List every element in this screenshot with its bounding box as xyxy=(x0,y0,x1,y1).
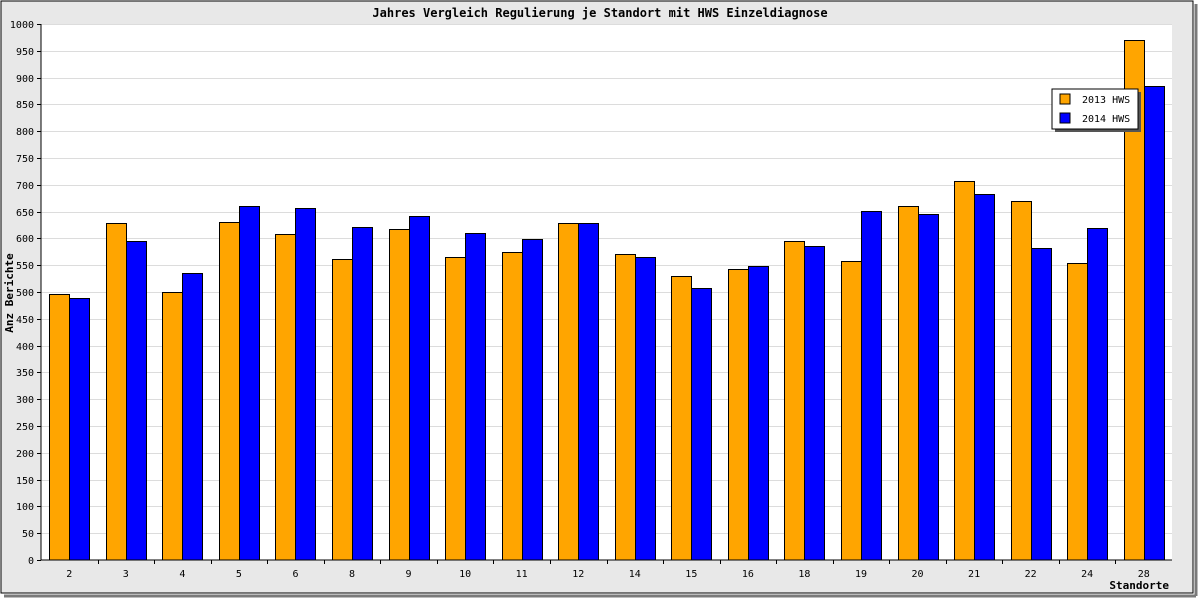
bar-2013-hws-standort-22 xyxy=(1011,201,1032,561)
bar-2013-hws-standort-4 xyxy=(162,292,183,561)
bar-2014-hws-standort-15 xyxy=(691,288,712,561)
y-tick-label: 650 xyxy=(16,208,34,219)
x-tick-label: 16 xyxy=(742,569,754,580)
bar-2014-hws-standort-5 xyxy=(239,206,260,561)
y-tick-label: 100 xyxy=(16,502,34,513)
bar-2014-hws-standort-16 xyxy=(748,266,769,561)
bar-2014-hws-standort-3 xyxy=(126,241,147,561)
bar-2014-hws-standort-22 xyxy=(1031,248,1052,561)
y-tick-label: 750 xyxy=(16,154,34,165)
bar-2014-hws-standort-14 xyxy=(635,257,656,561)
y-tick-label: 800 xyxy=(16,127,34,138)
x-tick-label: 12 xyxy=(572,569,584,580)
y-tick-label: 500 xyxy=(16,288,34,299)
bar-2014-hws-standort-20 xyxy=(918,214,939,561)
bar-2013-hws-standort-20 xyxy=(898,206,919,561)
bar-2014-hws-standort-8 xyxy=(352,227,373,561)
y-tick-label: 400 xyxy=(16,342,34,353)
y-tick-label: 300 xyxy=(16,395,34,406)
y-tick-label: 700 xyxy=(16,181,34,192)
x-tick-label: 3 xyxy=(123,569,129,580)
y-tick-label: 1000 xyxy=(10,20,34,31)
y-axis-title: Anz Berichte xyxy=(3,253,16,333)
bar-2013-hws-standort-24 xyxy=(1067,263,1088,561)
x-tick-label: 14 xyxy=(629,569,641,580)
legend-swatch-2013 xyxy=(1059,93,1071,105)
y-tick-label: 250 xyxy=(16,422,34,433)
y-tick-label: 150 xyxy=(16,476,34,487)
bar-2013-hws-standort-2 xyxy=(49,294,70,561)
y-tick-label: 350 xyxy=(16,368,34,379)
x-tick-label: 21 xyxy=(968,569,980,580)
x-tick-label: 9 xyxy=(406,569,412,580)
legend-swatch-2014 xyxy=(1059,112,1071,124)
x-tick-label: 28 xyxy=(1138,569,1150,580)
legend: 2013 HWS 2014 HWS xyxy=(1051,88,1141,132)
y-tick-label: 450 xyxy=(16,315,34,326)
x-tick-label: 11 xyxy=(516,569,528,580)
x-tick-label: 15 xyxy=(685,569,697,580)
x-tick-label: 19 xyxy=(855,569,867,580)
x-tick-label: 24 xyxy=(1081,569,1093,580)
bars xyxy=(49,40,1165,561)
bar-2014-hws-standort-4 xyxy=(182,273,203,561)
bar-2014-hws-standort-11 xyxy=(522,239,543,561)
x-tick-label: 4 xyxy=(179,569,185,580)
bar-2013-hws-standort-10 xyxy=(445,257,466,561)
x-tick-label: 22 xyxy=(1025,569,1037,580)
chart-title: Jahres Vergleich Regulierung je Standort… xyxy=(372,6,827,20)
y-tick-label: 850 xyxy=(16,100,34,111)
bar-2013-hws-standort-11 xyxy=(502,252,523,561)
bar-2013-hws-standort-6 xyxy=(275,234,296,561)
bar-2013-hws-standort-12 xyxy=(558,223,579,561)
bar-2014-hws-standort-2 xyxy=(69,298,90,561)
x-tick-label: 10 xyxy=(459,569,471,580)
bar-2013-hws-standort-5 xyxy=(219,222,240,561)
y-tick-label: 600 xyxy=(16,234,34,245)
bar-2013-hws-standort-3 xyxy=(106,223,127,561)
bar-2014-hws-standort-6 xyxy=(295,208,316,561)
bar-2014-hws-standort-21 xyxy=(974,194,995,561)
y-tick-labels: 0 50 100 150 200 250 300 350 400 450 500 550 600 650 7… xyxy=(10,20,34,567)
x-tick-labels: 2 3 4 5 6 8 9 10 11 12 14 15 16 18 19 20 21 22 24 28 xyxy=(66,569,1149,580)
bar-2014-hws-standort-19 xyxy=(861,211,882,561)
bar-2013-hws-standort-8 xyxy=(332,259,353,561)
bar-2013-hws-standort-18 xyxy=(784,241,805,561)
x-tick-label: 8 xyxy=(349,569,355,580)
bar-2013-hws-standort-15 xyxy=(671,276,692,561)
bar-2013-hws-standort-14 xyxy=(615,254,636,561)
axes xyxy=(37,24,1172,564)
bar-2013-hws-standort-21 xyxy=(954,181,975,561)
x-tick-label: 18 xyxy=(798,569,810,580)
bar-2014-hws-standort-9 xyxy=(409,216,430,561)
x-axis-title: Standorte xyxy=(1109,579,1169,592)
legend-label-2013: 2013 HWS xyxy=(1082,95,1130,106)
bar-2014-hws-standort-28 xyxy=(1144,86,1165,561)
bar-2013-hws-standort-19 xyxy=(841,261,862,561)
bar-2013-hws-standort-16 xyxy=(728,269,749,561)
y-tick-label: 900 xyxy=(16,74,34,85)
legend-label-2014: 2014 HWS xyxy=(1082,114,1130,125)
y-tick-label: 950 xyxy=(16,47,34,58)
y-tick-label: 0 xyxy=(28,556,34,567)
y-tick-label: 200 xyxy=(16,449,34,460)
bar-2014-hws-standort-12 xyxy=(578,223,599,561)
x-tick-label: 5 xyxy=(236,569,242,580)
y-tick-label: 550 xyxy=(16,261,34,272)
x-tick-label: 2 xyxy=(66,569,72,580)
bar-2014-hws-standort-18 xyxy=(804,246,825,561)
x-tick-label: 6 xyxy=(292,569,298,580)
bar-2014-hws-standort-10 xyxy=(465,233,486,561)
bar-2013-hws-standort-9 xyxy=(389,229,410,561)
y-tick-label: 50 xyxy=(22,529,34,540)
x-tick-label: 20 xyxy=(912,569,924,580)
bar-2014-hws-standort-24 xyxy=(1087,228,1108,561)
